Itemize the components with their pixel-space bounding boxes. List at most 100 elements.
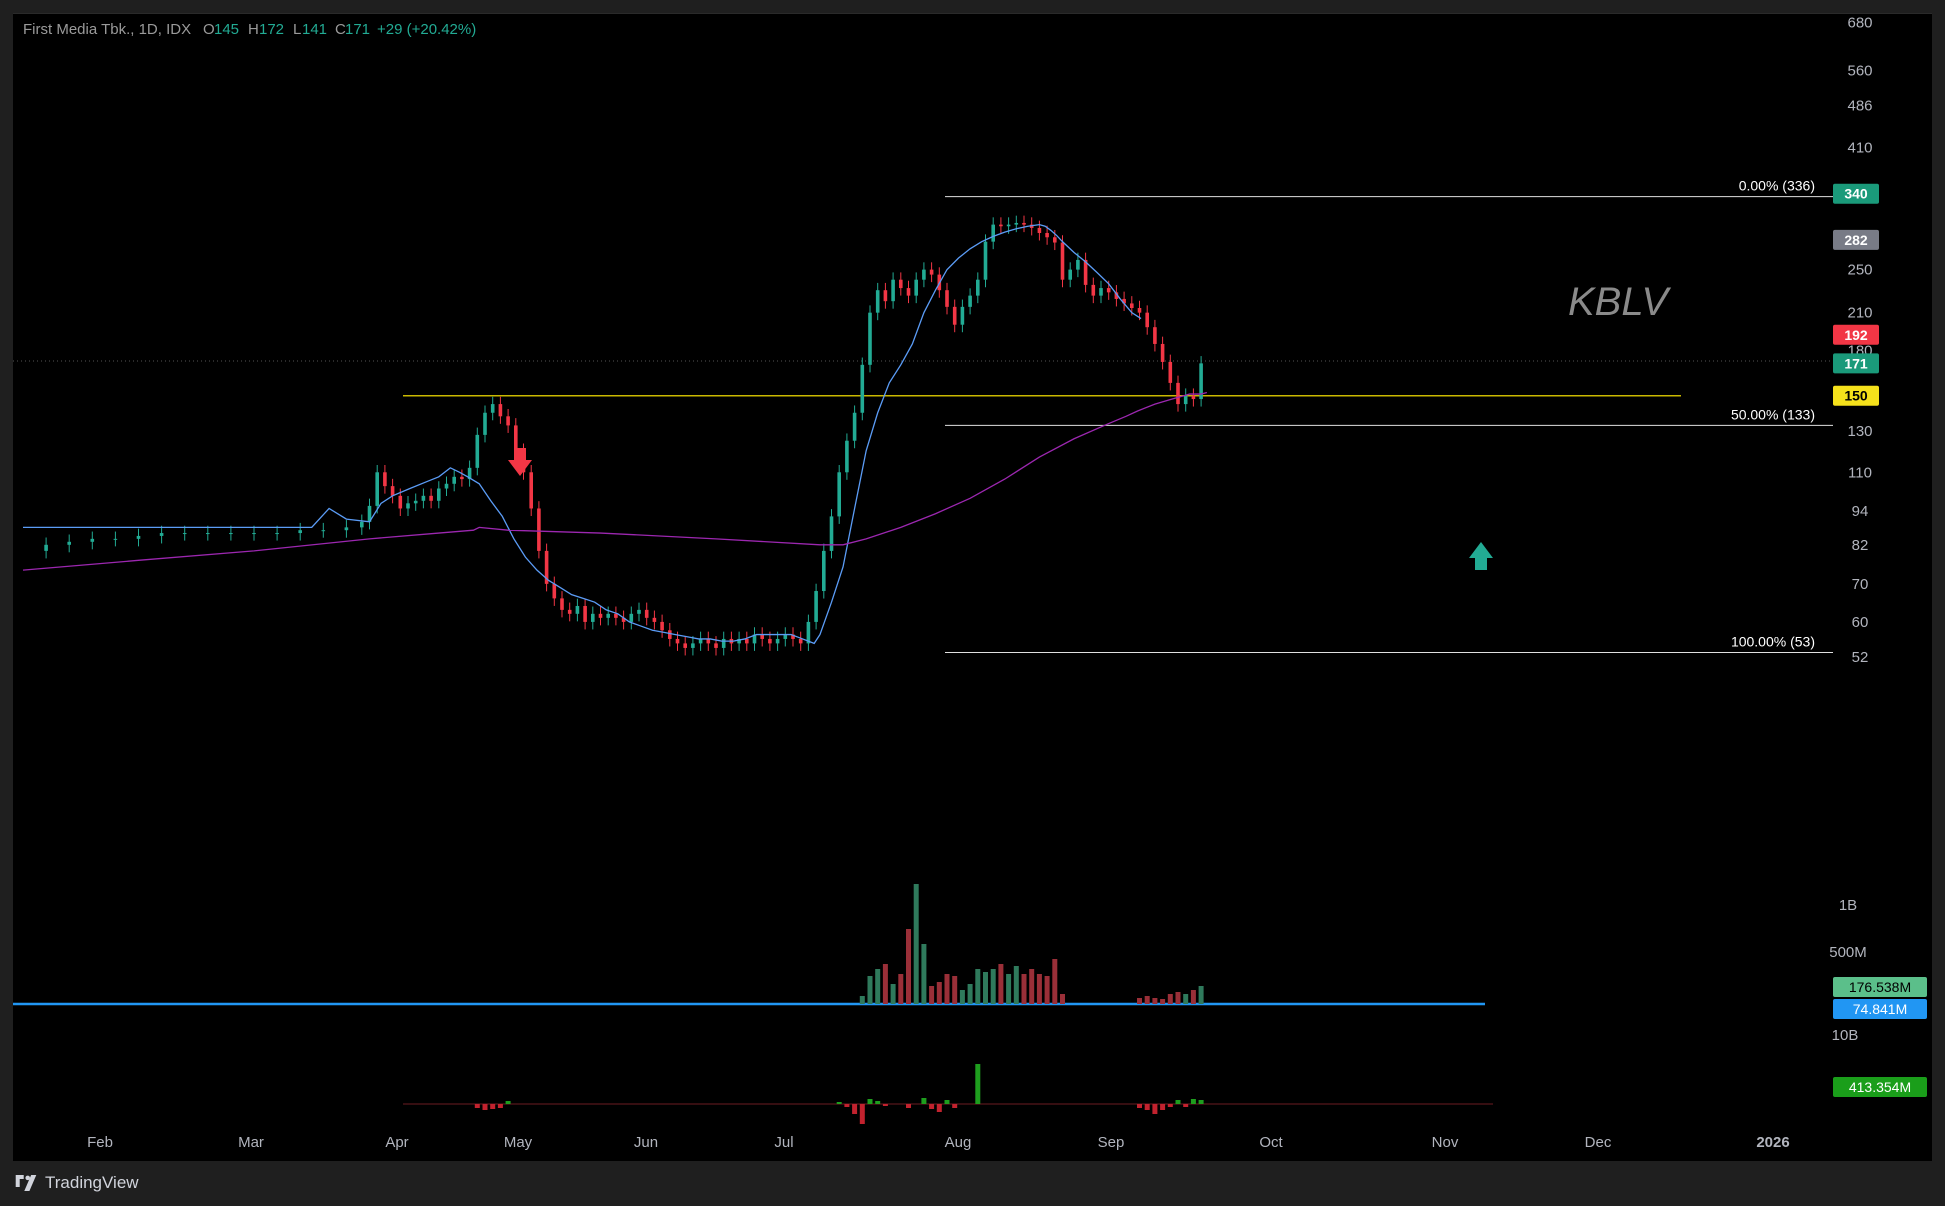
high-value: 172 <box>259 21 284 38</box>
candle-body <box>321 530 326 532</box>
candle-body <box>67 541 71 545</box>
candle-body <box>1099 288 1103 296</box>
candle-body <box>113 538 118 540</box>
volume-tick-label: 1B <box>1839 897 1857 914</box>
flow-bar <box>882 1104 888 1106</box>
y-tick-label: 210 <box>1847 305 1872 322</box>
candle-body <box>159 533 164 536</box>
open-label: O <box>203 21 215 38</box>
candle-body <box>1006 224 1011 227</box>
volume-bar <box>1175 992 1181 1004</box>
candle-body <box>922 269 926 280</box>
candle-body <box>229 533 233 535</box>
candle-body <box>814 591 818 622</box>
candle-body <box>1137 308 1142 313</box>
volume-bar <box>875 969 881 1004</box>
candle-body <box>798 638 803 644</box>
candle-body <box>675 638 680 644</box>
ma_slow-line <box>22 391 1208 571</box>
ma_fast-line <box>23 223 1142 645</box>
chart-frame[interactable]: First Media Tbk., 1D, IDX O 145 H 172 L … <box>13 13 1932 1161</box>
axis-layer[interactable]: 6805604864102502101801301109482706052Feb… <box>87 15 1872 1151</box>
volume-bar <box>936 982 942 1004</box>
price-tag-layer: 340 282 192 171 150 176.538M 74.841M 413.354M <box>1833 183 1927 1097</box>
candle-body <box>560 598 564 610</box>
volume-bar <box>1152 998 1158 1004</box>
volume-bar <box>1021 974 1027 1004</box>
candle-body <box>745 638 749 644</box>
candle-body <box>629 613 634 622</box>
flow-bar <box>1160 1104 1166 1110</box>
volume-bar <box>944 974 950 1004</box>
candle-body <box>1130 303 1134 309</box>
candle-body <box>275 533 279 535</box>
volume-bar <box>1167 994 1173 1004</box>
candle-body <box>413 500 418 504</box>
candle-body <box>390 486 395 496</box>
candle-body <box>1176 382 1180 405</box>
candle-body <box>891 279 895 302</box>
candle-body <box>668 630 672 639</box>
candle-body <box>490 404 495 413</box>
candle-body <box>360 521 364 528</box>
flow-bar <box>929 1104 935 1109</box>
candle-body <box>883 290 888 302</box>
volume-bar <box>859 996 865 1004</box>
flow-bar <box>975 1064 981 1104</box>
candle-body <box>606 613 610 618</box>
candle-body <box>637 609 641 614</box>
candle-body <box>706 638 711 644</box>
candle-body <box>768 638 772 644</box>
candle-body <box>952 306 957 325</box>
x-tick-label: Aug <box>945 1134 972 1151</box>
candle-body <box>398 495 403 509</box>
volume-bar <box>1013 966 1019 1004</box>
candle-body <box>1199 363 1203 400</box>
candle-body <box>567 609 572 614</box>
moving-average-layer <box>22 223 1208 645</box>
candle-body <box>1191 395 1196 400</box>
candle-body <box>537 508 541 551</box>
y-tick-label: 130 <box>1847 423 1872 440</box>
flow-bar <box>921 1098 927 1104</box>
candle-body <box>875 290 880 313</box>
candle-body <box>90 538 95 542</box>
candle-body <box>991 224 995 242</box>
volume-bar <box>890 984 896 1004</box>
fib-label: 0.00% (336) <box>1739 178 1815 194</box>
candle-body <box>591 613 595 622</box>
x-tick-label: Sep <box>1098 1134 1125 1151</box>
x-tick-label: Feb <box>87 1134 113 1151</box>
candle-body <box>1160 343 1165 362</box>
candle-body <box>344 527 349 531</box>
chart-canvas[interactable]: First Media Tbk., 1D, IDX O 145 H 172 L … <box>13 14 1932 1161</box>
candle-body <box>367 505 372 522</box>
volume-bar <box>906 929 911 1004</box>
candle-body <box>1037 227 1042 233</box>
flow-bar <box>505 1101 511 1104</box>
footer-branding[interactable]: TradingView <box>13 1172 139 1194</box>
candle-body <box>791 634 795 639</box>
fibonacci-layer[interactable]: 0.00% (336) 50.00% (133) 100.00% (53) <box>945 178 1833 654</box>
y-tick-label: 60 <box>1852 614 1869 631</box>
flow-bar <box>944 1100 950 1104</box>
candle-body <box>182 533 187 535</box>
candle-body <box>544 550 549 584</box>
candle-body <box>252 533 256 535</box>
candle-body <box>829 516 834 551</box>
flow-bar <box>1190 1099 1196 1104</box>
price-tag-label: 171 <box>1844 355 1868 371</box>
candle-body <box>752 634 757 644</box>
candle-body <box>714 643 718 648</box>
tradingview-logo-icon <box>15 1175 37 1191</box>
volume-bar <box>967 984 973 1004</box>
candle-body <box>136 535 141 539</box>
candle-body <box>760 634 764 639</box>
candle-body <box>375 472 379 506</box>
x-tick-label: Mar <box>238 1134 264 1151</box>
candle-body <box>529 472 533 509</box>
candle-body <box>698 638 703 644</box>
volume-bar <box>1006 974 1012 1004</box>
y-tick-label: 410 <box>1847 139 1872 156</box>
candle-body <box>899 279 903 289</box>
